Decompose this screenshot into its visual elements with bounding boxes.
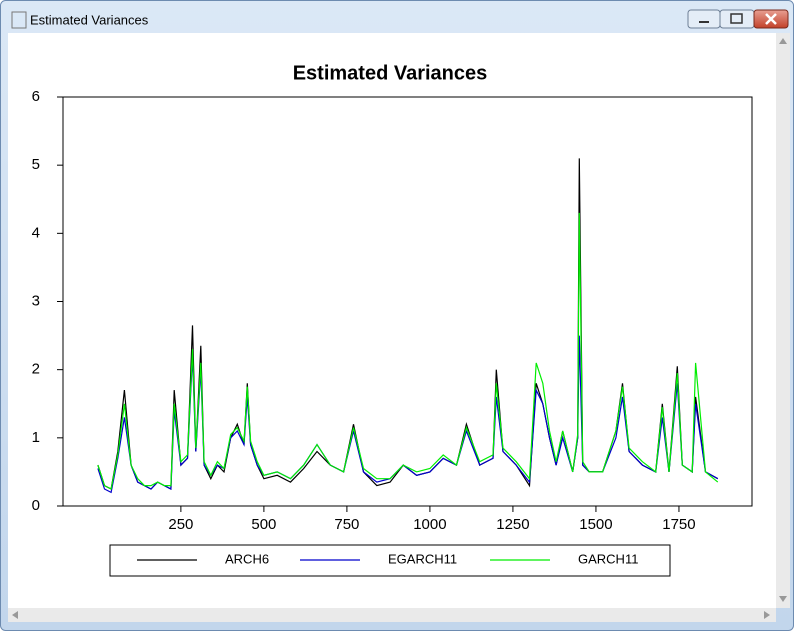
chart-title: Estimated Variances [293, 62, 488, 84]
y-tick-label: 2 [32, 361, 40, 378]
y-tick-label: 0 [32, 497, 40, 514]
y-tick-label: 4 [32, 224, 40, 241]
series-line [97, 212, 719, 490]
x-tick-label: 1500 [579, 516, 612, 533]
y-tick-label: 1 [32, 429, 40, 446]
series-line [97, 335, 719, 494]
y-tick-label: 6 [32, 88, 40, 105]
x-tick-label: 500 [251, 516, 276, 533]
horizontal-scrollbar[interactable] [8, 608, 776, 622]
app-icon [11, 11, 27, 29]
legend-label: ARCH6 [225, 551, 269, 566]
vertical-scrollbar[interactable] [776, 33, 790, 608]
y-tick-label: 3 [32, 292, 40, 309]
window-title: Estimated Variances [30, 12, 149, 27]
x-tick-label: 1000 [413, 516, 446, 533]
legend-label: EGARCH11 [388, 551, 457, 566]
minimize-button[interactable] [687, 9, 721, 29]
legend [109, 544, 671, 577]
y-tick-label: 5 [32, 156, 40, 173]
legend-label: GARCH11 [578, 551, 638, 566]
x-tick-label: 1750 [662, 516, 695, 533]
maximize-button[interactable] [719, 9, 755, 29]
client-area [8, 33, 776, 608]
x-tick-label: 250 [168, 516, 193, 533]
x-tick-label: 750 [334, 516, 359, 533]
x-tick-label: 1250 [496, 516, 529, 533]
